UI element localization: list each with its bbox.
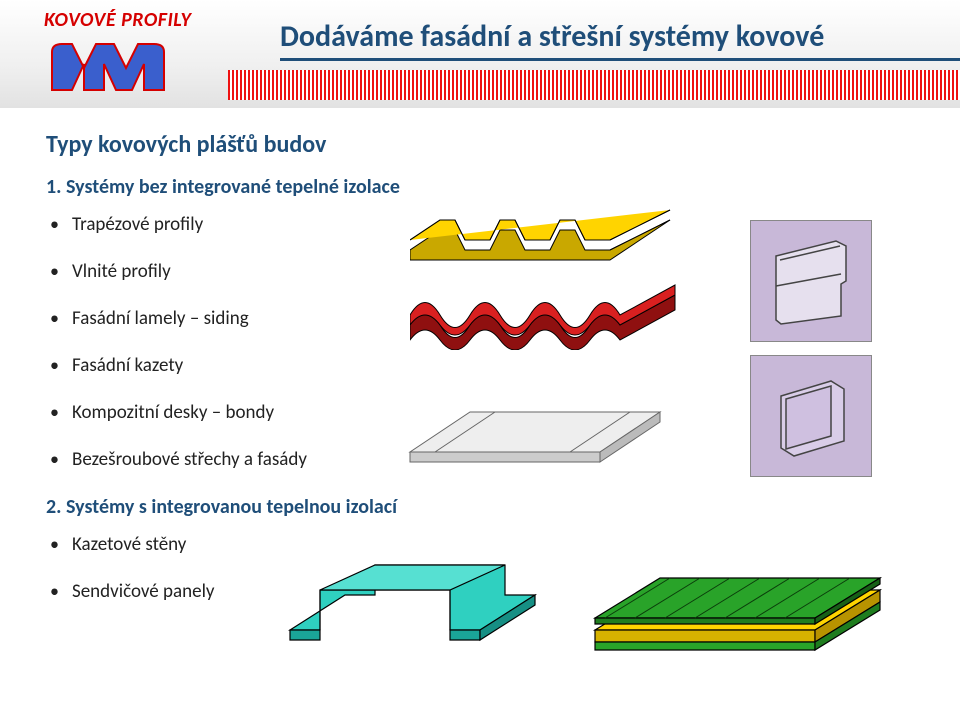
wall-cassette-icon — [280, 560, 550, 665]
stripe-band — [228, 70, 960, 100]
slide-header: KOVOVÉ PROFILY Dodáváme fasádní a střešn… — [0, 0, 960, 108]
rule-divider — [280, 58, 960, 61]
wave-profile-icon — [410, 270, 680, 355]
tile-bg — [750, 220, 872, 342]
logo-wordmark: KOVOVÉ PROFILY — [44, 8, 194, 32]
list-item: Kazetové stěny — [72, 533, 914, 556]
trapezoid-profile-icon — [410, 190, 680, 275]
tile-bg — [750, 355, 872, 477]
slide-title: Dodáváme fasádní a střešní systémy kovov… — [280, 18, 824, 55]
section-title: Typy kovových plášťů budov — [46, 130, 914, 159]
flat-panel-icon — [400, 392, 670, 487]
siding-tile-icon — [750, 220, 872, 342]
sandwich-panel-icon — [585, 560, 895, 675]
cassette-tile-icon — [750, 355, 872, 477]
group2-title: 2. Systémy s integrovanou tepelnou izola… — [46, 495, 914, 519]
logo: KOVOVÉ PROFILY — [44, 8, 194, 99]
logo-mark — [44, 34, 194, 99]
